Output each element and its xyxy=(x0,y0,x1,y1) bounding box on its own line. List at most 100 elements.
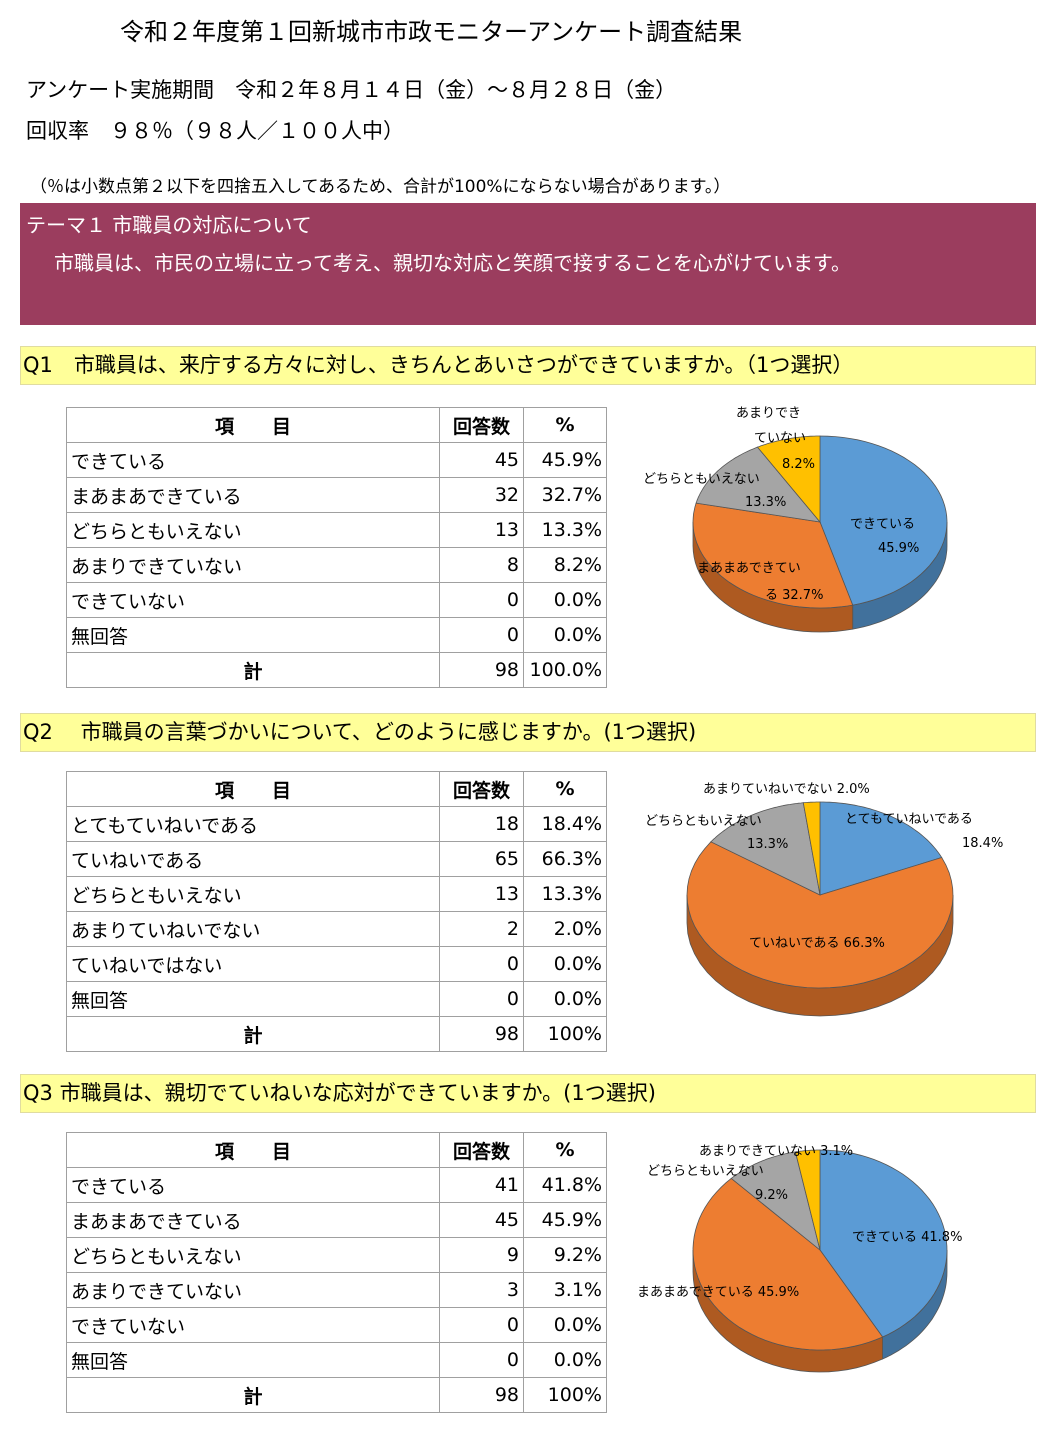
pie-side-s0 xyxy=(882,1249,948,1360)
table-row: できていない 0 0.0% xyxy=(66,1307,607,1343)
row-pct: 0.0% xyxy=(523,981,607,1017)
total-pct: 100.0% xyxy=(523,652,607,688)
question-2-table: 項 目 回答数 % とてもていねいである 18 18.4% ていねいである 65… xyxy=(66,771,607,1052)
total-row: 計 98 100% xyxy=(66,1377,607,1413)
total-pct: 100% xyxy=(523,1377,607,1413)
row-item: まあまあできている xyxy=(66,1202,440,1238)
row-pct: 3.1% xyxy=(523,1272,607,1308)
pie-slice-s2 xyxy=(710,802,821,896)
pie-slice-s1 xyxy=(686,841,954,989)
question-1-table: 項 目 回答数 % できている 45 45.9% まあまあできている 32 32… xyxy=(66,407,607,688)
row-pct: 13.3% xyxy=(523,876,607,912)
pie-label-s1b: る 32.7% xyxy=(765,588,823,603)
row-item: どちらともいえない xyxy=(66,512,440,548)
header-pct: % xyxy=(523,771,607,807)
row-count: 13 xyxy=(439,512,524,548)
pie-label-s3a: あまりでき xyxy=(736,406,801,421)
row-item: まあまあできている xyxy=(66,477,440,513)
table-row: どちらともいえない 13 13.3% xyxy=(66,876,607,912)
row-item: できている xyxy=(66,442,440,478)
row-pct: 0.0% xyxy=(523,1342,607,1378)
total-row: 計 98 100% xyxy=(66,1016,607,1052)
header-count: 回答数 xyxy=(439,407,524,443)
row-count: 8 xyxy=(439,547,524,583)
pie-slice-s1 xyxy=(692,502,854,609)
pie-label-s2: どちらともいえない xyxy=(647,1164,764,1179)
table-row: 無回答 0 0.0% xyxy=(66,981,607,1017)
table-header-row: 項 目 回答数 % xyxy=(66,407,607,443)
response-rate: 回収率 ９８％（９８人／１００人中） xyxy=(26,119,404,143)
row-item: とてもていねいである xyxy=(66,806,440,842)
table-row: 無回答 0 0.0% xyxy=(66,617,607,653)
pie-side-s1 xyxy=(686,894,954,1017)
row-count: 18 xyxy=(439,806,524,842)
row-pct: 66.3% xyxy=(523,841,607,877)
pie-slice-s3 xyxy=(756,435,821,524)
table-row: どちらともいえない 9 9.2% xyxy=(66,1237,607,1273)
row-count: 2 xyxy=(439,911,524,947)
row-pct: 0.0% xyxy=(523,582,607,618)
question-2-header: Q2 市職員の言葉づかいについて、どのように感じますか。(1つ選択) xyxy=(20,713,1036,752)
pie-label-s0: できている 41.8% xyxy=(852,1230,962,1245)
row-pct: 32.7% xyxy=(523,477,607,513)
total-label: 計 xyxy=(66,652,440,688)
pie-label-s0-value: 18.4% xyxy=(962,836,1003,851)
row-count: 0 xyxy=(439,617,524,653)
row-count: 0 xyxy=(439,1342,524,1378)
row-pct: 0.0% xyxy=(523,1307,607,1343)
page-title: 令和２年度第１回新城市市政モニターアンケート調査結果 xyxy=(120,18,743,46)
header-item: 項 目 xyxy=(66,1132,440,1168)
pie-slice-s0 xyxy=(819,1149,948,1338)
row-item: 無回答 xyxy=(66,981,440,1017)
row-item: 無回答 xyxy=(66,1342,440,1378)
pie-side-s0 xyxy=(852,521,948,630)
table-row: 無回答 0 0.0% xyxy=(66,1342,607,1378)
pie-slice-s0 xyxy=(819,801,943,896)
pie-label-s1: まあまあできている 45.9% xyxy=(637,1285,799,1300)
row-item: あまりできていない xyxy=(66,1272,440,1308)
pie-slice-s1 xyxy=(692,1177,884,1351)
row-pct: 45.9% xyxy=(523,442,607,478)
total-label: 計 xyxy=(66,1016,440,1052)
header-pct: % xyxy=(523,407,607,443)
row-pct: 41.8% xyxy=(523,1167,607,1203)
row-item: あまりていねいでない xyxy=(66,911,440,947)
row-count: 32 xyxy=(439,477,524,513)
row-pct: 0.0% xyxy=(523,617,607,653)
pie-slice-s0 xyxy=(819,435,948,606)
row-count: 0 xyxy=(439,981,524,1017)
header-count: 回答数 xyxy=(439,1132,524,1168)
row-pct: 9.2% xyxy=(523,1237,607,1273)
pie-label-s2-value: 9.2% xyxy=(755,1188,788,1203)
pie-label-s0-value: 45.9% xyxy=(878,541,919,556)
total-count: 98 xyxy=(439,1016,524,1052)
row-count: 41 xyxy=(439,1167,524,1203)
row-count: 3 xyxy=(439,1272,524,1308)
table-row: ていねいではない 0 0.0% xyxy=(66,946,607,982)
table-header-row: 項 目 回答数 % xyxy=(66,1132,607,1168)
row-pct: 13.3% xyxy=(523,512,607,548)
row-pct: 18.4% xyxy=(523,806,607,842)
pie-label-s3: あまりていねいでない 2.0% xyxy=(703,782,870,797)
table-row: あまりできていない 3 3.1% xyxy=(66,1272,607,1308)
row-item: 無回答 xyxy=(66,617,440,653)
row-item: できている xyxy=(66,1167,440,1203)
table-row: まあまあできている 45 45.9% xyxy=(66,1202,607,1238)
table-row: できていない 0 0.0% xyxy=(66,582,607,618)
table-row: あまりできていない 8 8.2% xyxy=(66,547,607,583)
table-row: できている 41 41.8% xyxy=(66,1167,607,1203)
row-count: 9 xyxy=(439,1237,524,1273)
pie-side-s1 xyxy=(692,521,854,633)
pie-slice-s3 xyxy=(794,1149,821,1251)
row-pct: 0.0% xyxy=(523,946,607,982)
question-3-header: Q3 市職員は、親切でていねいな応対ができていますか。(1つ選択) xyxy=(20,1074,1036,1113)
row-item: ていねいである xyxy=(66,841,440,877)
pie-slice-s2 xyxy=(730,1151,821,1252)
row-item: どちらともいえない xyxy=(66,1237,440,1273)
row-item: できていない xyxy=(66,1307,440,1343)
row-count: 0 xyxy=(439,946,524,982)
table-row: あまりていねいでない 2 2.0% xyxy=(66,911,607,947)
row-count: 45 xyxy=(439,1202,524,1238)
table-row: まあまあできている 32 32.7% xyxy=(66,477,607,513)
pie-slice-s2 xyxy=(695,446,821,523)
